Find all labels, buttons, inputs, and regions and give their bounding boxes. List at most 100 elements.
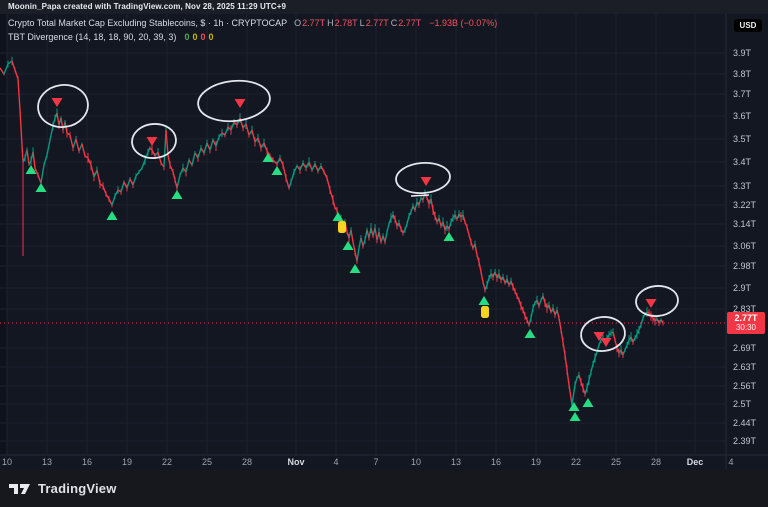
price-axis-label: 3.6T [733, 111, 752, 121]
buy-signal-marker [569, 412, 581, 421]
grid [0, 14, 726, 455]
indicator-title: TBT Divergence (14, 18, 18, 90, 20, 39, … [8, 31, 177, 42]
ohlc-values: O2.77T H2.78T L2.77T C2.77T [292, 17, 421, 30]
price-axis-label: 2.56T [733, 381, 757, 391]
buy-signal-marker [349, 264, 361, 273]
ohlc-letter: L [359, 17, 365, 28]
ohlc-value: 2.78T [334, 17, 358, 28]
time-axis-label: 16 [81, 457, 93, 467]
price-axis-label: 2.83T [733, 304, 757, 314]
time-axis-label: 7 [373, 457, 379, 467]
sell-signal-marker [420, 177, 432, 186]
buy-signal-marker [524, 329, 536, 338]
price-axis-label: 3.8T [733, 69, 752, 79]
indicator-value: 0 [184, 31, 190, 42]
price-axis-label: 3.7T [733, 89, 752, 99]
buy-signal-marker [478, 296, 490, 305]
time-axis-label: 22 [161, 457, 173, 467]
price-axis-label: 2.63T [733, 362, 757, 372]
bar-countdown: 30:30 [735, 323, 757, 332]
price-axis-label: 3.22T [733, 200, 757, 210]
buy-signal-marker [443, 232, 455, 241]
time-axis-label: 4 [333, 457, 339, 467]
time-axis-label: 19 [530, 457, 542, 467]
sell-signal-marker [600, 338, 612, 347]
time-axis-label: 10 [1, 457, 13, 467]
buy-signal-marker [332, 212, 344, 221]
circle-drawing[interactable] [35, 82, 90, 131]
price-axis-label: 3.9T [733, 48, 752, 58]
indicator-legend-row[interactable]: TBT Divergence (14, 18, 18, 90, 20, 39, … [8, 30, 497, 44]
footer-bar: TradingView [0, 470, 768, 507]
tradingview-logo-icon[interactable] [9, 481, 31, 497]
ohlc-value: 2.77T [365, 17, 389, 28]
divergence-circle-annotations [35, 77, 679, 353]
circle-drawing[interactable] [395, 161, 451, 195]
sell-signal-marker [51, 98, 63, 107]
time-axis-label: 19 [121, 457, 133, 467]
caution-signal-marker [338, 221, 346, 233]
buy-signal-marker [271, 166, 283, 175]
price-axis-label: 3.4T [733, 157, 752, 167]
sell-signal-marker [593, 332, 605, 341]
time-axis-label: Dec [686, 457, 704, 467]
time-axis-label: 22 [570, 457, 582, 467]
buy-signal-marker [262, 153, 274, 162]
price-axis-label: 2.5T [733, 399, 752, 409]
caution-signal-marker [481, 306, 489, 318]
indicator-value: 0 [200, 31, 206, 42]
signal-markers [25, 98, 657, 421]
ohlc-value: 2.77T [398, 17, 422, 28]
price-axis-label: 3.5T [733, 134, 752, 144]
circle-drawing[interactable] [635, 284, 679, 318]
price-axis-label: 2.9T [733, 283, 752, 293]
buy-signal-marker [342, 241, 354, 250]
sell-signal-marker [645, 299, 657, 308]
chart-legend: Crypto Total Market Cap Excluding Stable… [8, 16, 497, 44]
circle-drawing[interactable] [196, 77, 272, 124]
time-axis-label: 16 [490, 457, 502, 467]
price-axis-label: 3.3T [733, 181, 752, 191]
time-axis-label: Nov [287, 457, 305, 467]
tradingview-brand-text: TradingView [38, 481, 117, 496]
time-axis-label: 25 [610, 457, 622, 467]
buy-signal-marker [582, 398, 594, 407]
price-series [0, 56, 664, 410]
price-axis-label: 3.14T [733, 219, 757, 229]
indicator-value: 0 [192, 31, 198, 42]
buy-signal-marker [25, 165, 37, 174]
circle-drawing[interactable] [131, 122, 178, 160]
currency-toggle-button[interactable]: USD [734, 19, 762, 32]
sell-signal-marker [234, 99, 246, 108]
indicator-value: 0 [208, 31, 214, 42]
sell-signal-marker [146, 137, 158, 146]
price-axis-label: 2.69T [733, 343, 757, 353]
buy-signal-marker [171, 190, 183, 199]
change-value: −1.93B (−0.07%) [429, 17, 498, 28]
circle-drawing[interactable] [579, 315, 626, 353]
buy-signal-marker [106, 211, 118, 220]
axis-separators [0, 14, 768, 470]
attribution-bar: Moonin_Papa created with TradingView.com… [0, 0, 768, 14]
last-price-label: 2.77T 30:30 [727, 312, 765, 334]
symbol-legend-row[interactable]: Crypto Total Market Cap Excluding Stable… [8, 16, 497, 30]
time-axis-label: 28 [241, 457, 253, 467]
price-axis-label: 2.39T [733, 436, 757, 446]
price-axis-label: 2.44T [733, 418, 757, 428]
time-axis-label: 10 [410, 457, 422, 467]
symbol-title: Crypto Total Market Cap Excluding Stable… [8, 17, 288, 28]
ohlc-letter: C [390, 17, 398, 28]
chart-left-margin [0, 14, 7, 455]
price-axis-label: 3.06T [733, 241, 757, 251]
buy-signal-marker [35, 183, 47, 192]
price-axis-label: 2.98T [733, 261, 757, 271]
ohlc-letter: H [327, 17, 334, 28]
last-price-value: 2.77T [734, 313, 758, 323]
time-axis-label: 4 [728, 457, 734, 467]
time-axis-label: 25 [201, 457, 213, 467]
time-axis-label: 13 [450, 457, 462, 467]
ohlc-letter: O [294, 17, 302, 28]
